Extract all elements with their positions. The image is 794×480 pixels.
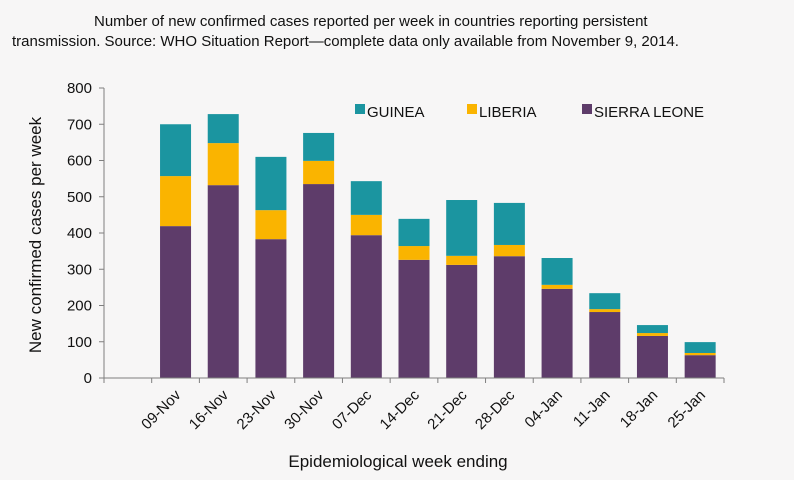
bar-guinea-18-jan (636, 325, 668, 334)
bar-liberia-25-jan (684, 352, 716, 356)
bar-sierra-leone-23-nov (255, 239, 287, 378)
x-tick-label: 09-Nov (138, 386, 185, 433)
x-tick-label: 07-Dec (329, 386, 376, 433)
bar-liberia-09-nov (160, 176, 192, 227)
y-tick-label: 300 (67, 261, 92, 278)
y-axis-title: New confirmed cases per week (26, 116, 45, 353)
x-tick-label: 21-Dec (424, 386, 471, 433)
bar-sierra-leone-09-nov (160, 226, 192, 378)
bar-sierra-leone-18-jan (636, 335, 668, 378)
x-tick-label: 23-Nov (234, 386, 281, 433)
y-tick-label: 800 (67, 80, 92, 97)
legend-item-liberia: LIBERIA (467, 104, 537, 121)
legend-label: SIERRA LEONE (594, 104, 704, 121)
bar-guinea-09-nov (160, 124, 192, 177)
bar-sierra-leone-28-dec (493, 256, 525, 378)
bar-sierra-leone-30-nov (303, 184, 335, 378)
legend-item-sierra-leone: SIERRA LEONE (582, 104, 704, 121)
bar-liberia-23-nov (255, 210, 287, 240)
legend-swatch (467, 104, 477, 114)
x-tick-label: 04-Jan (521, 387, 565, 431)
y-tick-label: 600 (67, 153, 92, 170)
chart-title-line-1: Number of new confirmed cases reported p… (94, 13, 648, 30)
bar-guinea-07-dec (350, 181, 382, 215)
bar-guinea-25-jan (684, 342, 716, 353)
bar-liberia-21-dec (446, 255, 478, 265)
y-tick-label: 400 (67, 225, 92, 242)
bar-sierra-leone-16-nov (207, 185, 239, 378)
bar-liberia-11-jan (589, 309, 621, 313)
x-tick-label: 25-Jan (665, 387, 709, 431)
legend-item-guinea: GUINEA (355, 104, 425, 121)
bar-guinea-30-nov (303, 132, 335, 161)
bars-group (160, 114, 716, 378)
x-tick-label: 14-Dec (377, 386, 424, 433)
bar-liberia-16-nov (207, 143, 239, 186)
legend-swatch (582, 104, 592, 114)
legend-label: LIBERIA (479, 104, 537, 121)
x-axis-title: Epidemiological week ending (288, 452, 507, 471)
legend-label: GUINEA (367, 104, 425, 121)
bar-guinea-28-dec (493, 202, 525, 245)
bar-liberia-04-jan (541, 284, 573, 289)
bar-liberia-14-dec (398, 246, 430, 260)
bar-guinea-23-nov (255, 156, 287, 211)
y-tick-label: 500 (67, 189, 92, 206)
bar-sierra-leone-07-dec (350, 235, 382, 378)
bar-liberia-28-dec (493, 244, 525, 257)
y-tick-label: 100 (67, 334, 92, 351)
x-tick-label: 11-Jan (570, 387, 614, 431)
bar-sierra-leone-25-jan (684, 355, 716, 378)
bar-liberia-30-nov (303, 160, 335, 185)
legend: GUINEA LIBERIA SIERRA LEONE (355, 104, 704, 121)
bar-sierra-leone-04-jan (541, 288, 573, 378)
bar-guinea-14-dec (398, 218, 430, 247)
bar-liberia-07-dec (350, 214, 382, 236)
bar-sierra-leone-14-dec (398, 259, 430, 378)
chart-title-line-2: transmission. Source: WHO Situation Repo… (12, 33, 679, 50)
y-tick-label: 0 (84, 370, 92, 387)
bar-guinea-11-jan (589, 293, 621, 310)
bar-liberia-18-jan (636, 333, 668, 336)
y-tick-label: 200 (67, 298, 92, 315)
x-tick-label: 16-Nov (186, 386, 233, 433)
bar-sierra-leone-11-jan (589, 312, 621, 378)
y-tick-label: 700 (67, 116, 92, 133)
bar-sierra-leone-21-dec (446, 264, 478, 378)
legend-swatch (355, 104, 365, 114)
x-tick-label: 30-Nov (281, 386, 328, 433)
x-tick-label: 28-Dec (472, 386, 519, 433)
x-tick-label: 18-Jan (617, 387, 661, 431)
bar-guinea-16-nov (207, 114, 239, 144)
bar-guinea-04-jan (541, 258, 573, 285)
bar-guinea-21-dec (446, 200, 478, 256)
